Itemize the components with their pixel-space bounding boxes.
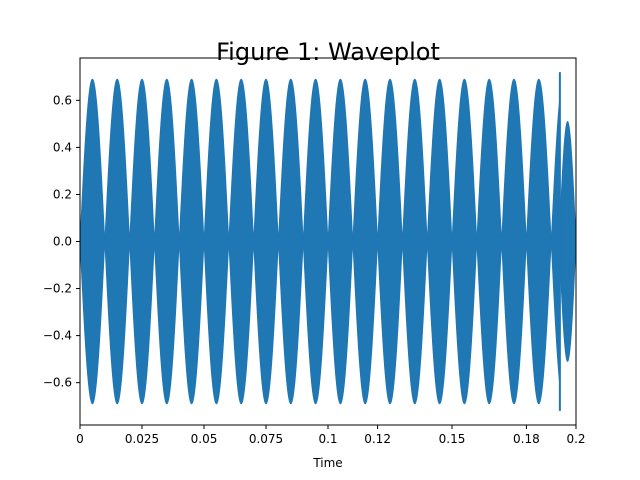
x-tick-label: 0.025 bbox=[125, 432, 159, 446]
y-tick-label: 0.6 bbox=[53, 93, 72, 107]
plot-area bbox=[79, 57, 577, 426]
y-tick-label: −0.2 bbox=[43, 282, 72, 296]
x-tick-label: 0.18 bbox=[513, 432, 540, 446]
y-tick-label: −0.6 bbox=[43, 376, 72, 390]
chart-title: Figure 1: Waveplot bbox=[216, 38, 440, 66]
x-axis-label: Time bbox=[312, 456, 342, 470]
x-axis-ticks: 0 0.025 0.05 0.075 0.1 0.12 0.15 0.18 0.2 bbox=[76, 425, 586, 446]
x-tick-label: 0.15 bbox=[439, 432, 466, 446]
y-tick-label: 0.2 bbox=[53, 187, 72, 201]
y-tick-label: 0.0 bbox=[53, 235, 72, 249]
x-tick-label: 0.1 bbox=[318, 432, 337, 446]
y-tick-label: 0.4 bbox=[53, 140, 72, 154]
x-tick-label: 0.12 bbox=[364, 432, 391, 446]
y-axis-ticks: −0.6 −0.4 −0.2 0.0 0.2 0.4 0.6 bbox=[43, 93, 80, 390]
x-tick-label: 0.05 bbox=[191, 432, 218, 446]
y-tick-label: −0.4 bbox=[43, 329, 72, 343]
x-tick-label: 0.075 bbox=[249, 432, 283, 446]
x-tick-label: 0.2 bbox=[566, 432, 585, 446]
x-tick-label: 0 bbox=[76, 432, 84, 446]
